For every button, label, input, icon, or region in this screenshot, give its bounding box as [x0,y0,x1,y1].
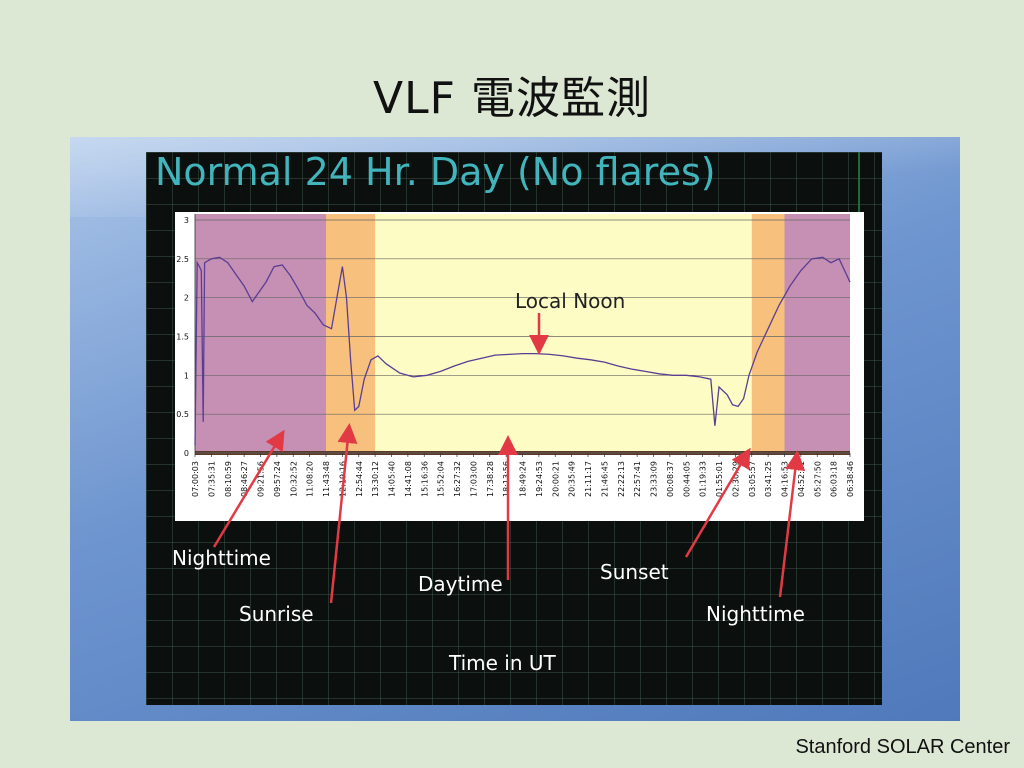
x-tick-label: 03:05:57 [748,461,757,497]
chart-title: Normal 24 Hr. Day (No flares) [155,150,716,194]
x-tick-label: 23:33:09 [650,461,659,497]
x-tick-label: 07:35:31 [207,461,216,497]
y-tick-label: 3 [184,216,189,225]
x-tick-label: 01:19:33 [699,461,708,497]
y-tick-label: 2 [184,294,189,303]
x-tick-label: 13:30:12 [371,461,380,497]
band-daytime-2 [375,214,752,453]
x-tick-label: 22:22:13 [617,461,626,497]
x-tick-label: 22:57:41 [633,461,642,497]
x-tick-label: 17:38:28 [486,461,495,497]
signal-line [194,256,851,446]
x-tick-label: 14:41:08 [404,461,413,497]
band-sunset-3 [751,214,785,453]
x-tick-label: 09:21:56 [257,461,266,497]
y-tick-label: 0 [184,449,189,458]
x-tick-label: 18:49:24 [519,461,528,497]
band-sunrise-1 [326,214,376,453]
x-tick-label: 03:41:25 [764,461,773,497]
annotation-sunset: Sunset [600,560,669,584]
x-tick-label: 21:46:45 [600,461,609,497]
x-tick-label: 04:52:21 [797,461,806,497]
x-tick-label: 04:16:53 [781,461,790,497]
source-credit: Stanford SOLAR Center [795,736,1010,758]
x-tick-label: 02:30:29 [731,461,740,497]
x-tick-label: 01:55:01 [715,461,724,497]
slide-title: VLF 電波監測 [373,73,651,124]
x-tick-label: 08:46:27 [240,461,249,497]
x-tick-label: 19:24:53 [535,461,544,497]
x-tick-label: 09:57:24 [273,461,282,497]
x-tick-label: 21:11:17 [584,461,593,497]
x-tick-label: 14:05:40 [388,461,397,497]
arrow-sunset [684,447,751,558]
x-axis-title: Time in UT [449,651,556,675]
x-tick-label: 11:43:48 [322,461,331,497]
annotation-arrows [212,313,806,604]
annotation-nighttime-left: Nighttime [172,546,271,570]
band-nighttime-4 [784,214,850,453]
y-tick-labels: 0 0.5 1 1.5 2 2.5 3 [176,216,189,458]
x-tick-label: 18:13:56 [502,461,511,497]
x-tick-label: 20:00:21 [551,461,560,497]
x-tick-label: 17:03:00 [469,461,478,497]
y-tick-label: 2.5 [176,255,189,264]
x-tick-label: 05:27:50 [813,461,822,497]
annotation-daytime: Daytime [418,572,503,596]
annotation-nighttime-right: Nighttime [706,602,805,626]
x-tick-label: 00:08:37 [666,461,675,497]
arrow-nighttime-right [778,450,806,598]
arrow-nighttime-left [212,429,285,548]
annotation-local-noon: Local Noon [515,289,626,313]
x-tick-label: 16:27:32 [453,461,462,497]
arrow-sunrise [329,423,358,604]
x-tick-label: 12:54:44 [355,461,364,497]
x-tick-label: 15:52:04 [437,461,446,497]
y-tick-label: 0.5 [176,410,189,419]
x-tick-label: 10:32:52 [289,461,298,497]
x-tick-label: 06:38:46 [846,461,855,497]
y-tick-label: 1 [184,371,189,380]
x-tick-label: 08:10:59 [224,461,233,497]
y-tick-label: 1.5 [176,333,189,342]
time-bands [195,214,850,455]
x-tick-label: 20:35:49 [568,461,577,497]
annotation-sunrise: Sunrise [239,602,314,626]
x-tick-label: 11:08:20 [306,461,315,497]
panel-accent-line [858,152,860,212]
x-tick-label: 00:44:05 [682,461,691,497]
x-tick-label: 15:16:36 [420,461,429,497]
signal-series [194,256,851,446]
x-tick-label: 07:00:03 [191,461,200,497]
x-tick-label: 06:03:18 [830,461,839,497]
band-nighttime-0 [195,214,326,453]
